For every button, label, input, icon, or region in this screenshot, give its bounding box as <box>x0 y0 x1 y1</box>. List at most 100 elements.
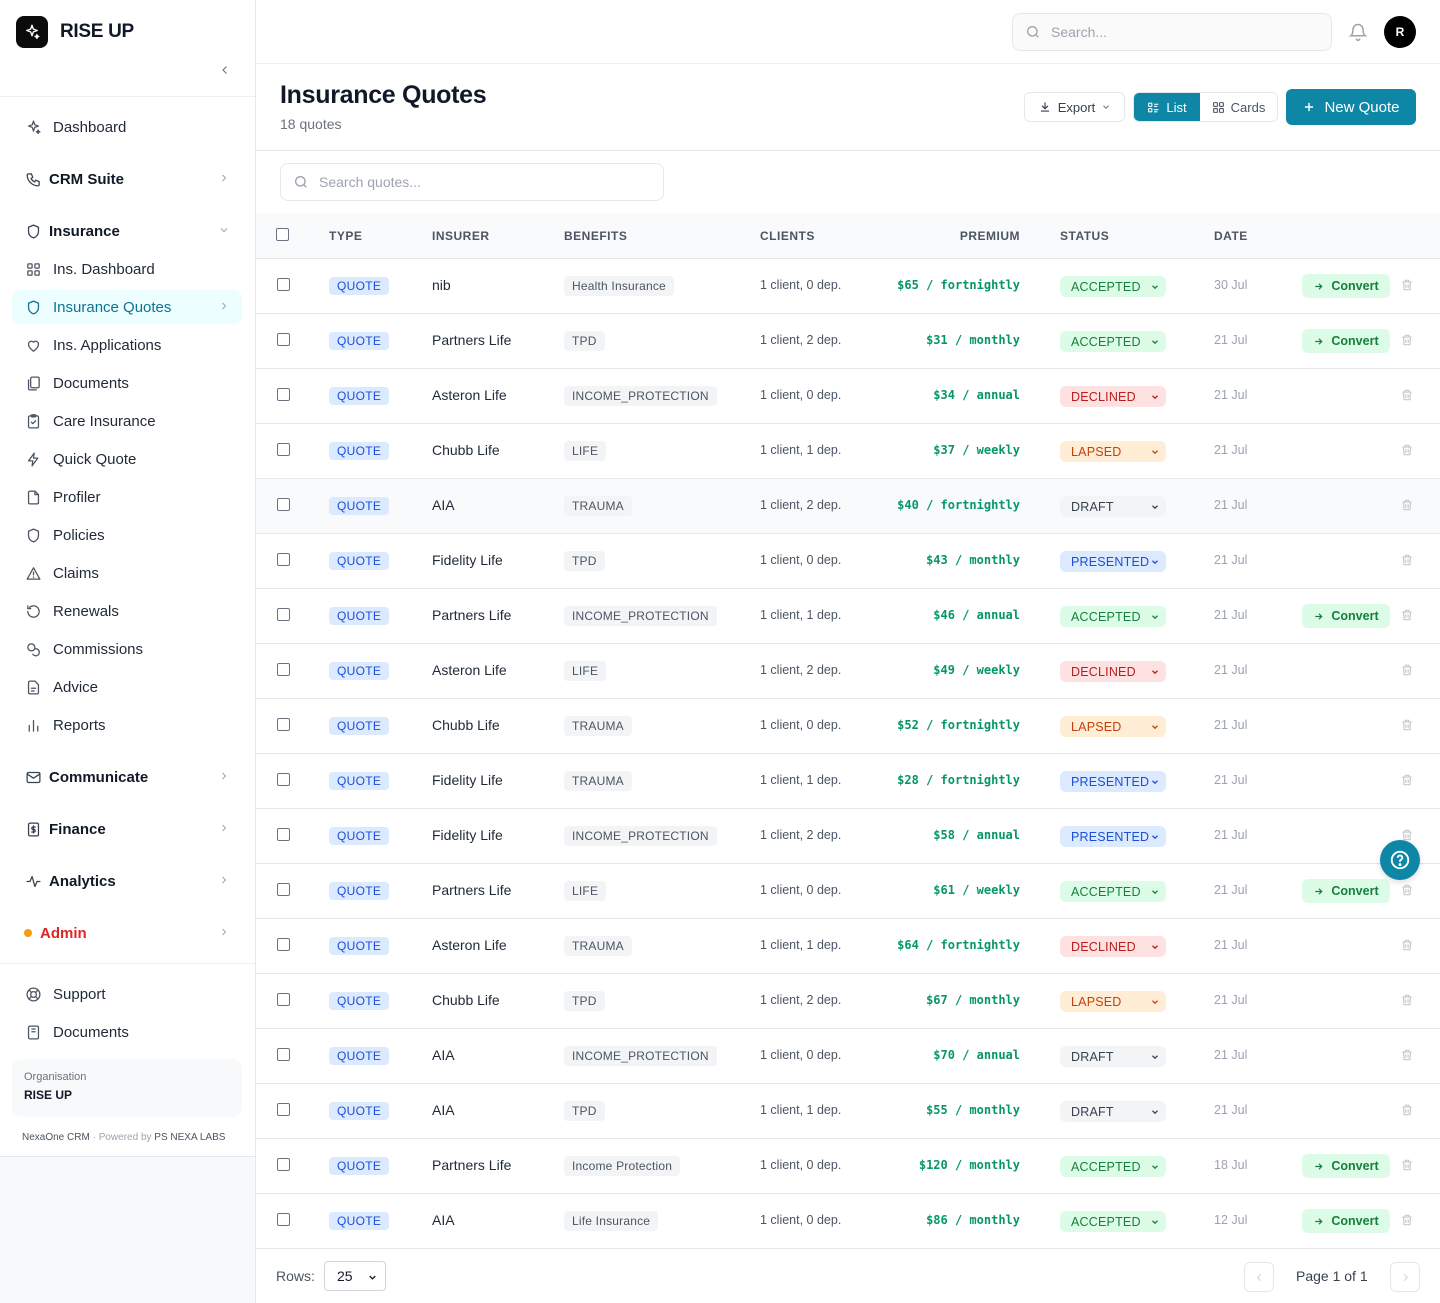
global-search-input[interactable] <box>1051 24 1311 40</box>
convert-button[interactable]: Convert <box>1302 1209 1390 1233</box>
table-row[interactable]: QUOTE AIA TPD 1 client, 1 dep. $55 / monthly… <box>256 1084 1440 1139</box>
sidebar-item-dashboard[interactable]: Dashboard <box>12 110 242 144</box>
trash-icon[interactable] <box>1400 333 1414 347</box>
trash-icon[interactable] <box>1400 1158 1414 1172</box>
column-header-status[interactable]: STATUS <box>1060 229 1110 243</box>
sidebar-item-policies[interactable]: Policies <box>12 518 242 552</box>
table-row[interactable]: QUOTE AIA Life Insurance 1 client, 0 dep. $8… <box>256 1194 1440 1249</box>
table-row[interactable]: QUOTE Partners Life INCOME_PROTECTION 1 cli… <box>256 589 1440 644</box>
sidebar-item-quick-quote[interactable]: Quick Quote <box>12 442 242 476</box>
row-checkbox[interactable] <box>277 1103 290 1116</box>
trash-icon[interactable] <box>1400 443 1414 457</box>
trash-icon[interactable] <box>1400 828 1414 842</box>
sidebar-item-documents[interactable]: Documents <box>12 366 242 400</box>
row-checkbox[interactable] <box>277 1158 290 1171</box>
trash-icon[interactable] <box>1400 1048 1414 1062</box>
sidebar-item-analytics[interactable]: Analytics <box>12 864 242 898</box>
status-select[interactable]: ACCEPTED <box>1060 276 1166 297</box>
row-checkbox[interactable] <box>277 333 290 346</box>
sidebar-item-profiler[interactable]: Profiler <box>12 480 242 514</box>
sidebar-item-ins-applications[interactable]: Ins. Applications <box>12 328 242 362</box>
status-select[interactable]: PRESENTED <box>1060 551 1166 572</box>
export-button[interactable]: Export <box>1024 92 1125 122</box>
sidebar-item-insurance-quotes[interactable]: Insurance Quotes <box>12 290 242 324</box>
status-select[interactable]: DECLINED <box>1060 936 1166 957</box>
table-row[interactable]: QUOTE Partners Life TPD 1 client, 2 dep. $31… <box>256 314 1440 369</box>
row-checkbox[interactable] <box>277 608 290 621</box>
status-select[interactable]: ACCEPTED <box>1060 1156 1166 1177</box>
global-search[interactable] <box>1012 13 1332 51</box>
next-page-button[interactable] <box>1390 1262 1420 1292</box>
row-checkbox[interactable] <box>277 938 290 951</box>
convert-button[interactable]: Convert <box>1302 879 1390 903</box>
trash-icon[interactable] <box>1400 1213 1414 1227</box>
trash-icon[interactable] <box>1400 938 1414 952</box>
avatar[interactable]: R <box>1384 16 1416 48</box>
trash-icon[interactable] <box>1400 718 1414 732</box>
select-all-checkbox[interactable] <box>276 228 289 241</box>
table-row[interactable]: QUOTE Chubb Life TRAUMA 1 client, 0 dep. $52… <box>256 699 1440 754</box>
quote-search-input[interactable] <box>319 174 639 190</box>
trash-icon[interactable] <box>1400 993 1414 1007</box>
status-select[interactable]: ACCEPTED <box>1060 606 1166 627</box>
trash-icon[interactable] <box>1400 388 1414 402</box>
table-row[interactable]: QUOTE Partners Life LIFE 1 client, 0 dep. $6… <box>256 864 1440 919</box>
sidebar-item-crm-suite[interactable]: CRM Suite <box>12 162 242 196</box>
row-checkbox[interactable] <box>277 388 290 401</box>
row-checkbox[interactable] <box>277 663 290 676</box>
row-checkbox[interactable] <box>277 993 290 1006</box>
sidebar-item-communicate[interactable]: Communicate <box>12 760 242 794</box>
status-select[interactable]: DECLINED <box>1060 386 1166 407</box>
status-select[interactable]: PRESENTED <box>1060 771 1166 792</box>
column-header-insurer[interactable]: INSURER <box>432 229 490 243</box>
sidebar-item-care-insurance[interactable]: Care Insurance <box>12 404 242 438</box>
trash-icon[interactable] <box>1400 883 1414 897</box>
status-select[interactable]: ACCEPTED <box>1060 331 1166 352</box>
table-row[interactable]: QUOTE Partners Life Income Protection 1 cli… <box>256 1139 1440 1194</box>
table-row[interactable]: QUOTE Chubb Life LIFE 1 client, 1 dep. $37 /… <box>256 424 1440 479</box>
status-select[interactable]: PRESENTED <box>1060 826 1166 847</box>
table-row[interactable]: QUOTE Asteron Life LIFE 1 client, 2 dep. $49… <box>256 644 1440 699</box>
sidebar-item-insurance[interactable]: Insurance <box>12 214 242 248</box>
sidebar-item-documents-bottom[interactable]: Documents <box>12 1015 242 1049</box>
row-checkbox[interactable] <box>277 718 290 731</box>
status-select[interactable]: DECLINED <box>1060 661 1166 682</box>
sidebar-item-ins-dashboard[interactable]: Ins. Dashboard <box>12 252 242 286</box>
row-checkbox[interactable] <box>277 1213 290 1226</box>
row-checkbox[interactable] <box>277 1048 290 1061</box>
status-select[interactable]: LAPSED <box>1060 716 1166 737</box>
sidebar-item-renewals[interactable]: Renewals <box>12 594 242 628</box>
table-row[interactable]: QUOTE Fidelity Life INCOME_PROTECTION 1 cli… <box>256 809 1440 864</box>
sidebar-item-claims[interactable]: Claims <box>12 556 242 590</box>
trash-icon[interactable] <box>1400 498 1414 512</box>
table-row[interactable]: QUOTE Chubb Life TPD 1 client, 2 dep. $67 / … <box>256 974 1440 1029</box>
column-header-clients[interactable]: CLIENTS <box>760 229 815 243</box>
new-quote-button[interactable]: New Quote <box>1286 89 1416 125</box>
convert-button[interactable]: Convert <box>1302 274 1390 298</box>
trash-icon[interactable] <box>1400 1103 1414 1117</box>
status-select[interactable]: DRAFT <box>1060 496 1166 517</box>
row-checkbox[interactable] <box>277 498 290 511</box>
convert-button[interactable]: Convert <box>1302 604 1390 628</box>
status-select[interactable]: LAPSED <box>1060 991 1166 1012</box>
trash-icon[interactable] <box>1400 278 1414 292</box>
cards-view-button[interactable]: Cards <box>1200 93 1277 121</box>
table-row[interactable]: QUOTE Asteron Life INCOME_PROTECTION 1 clie… <box>256 369 1440 424</box>
trash-icon[interactable] <box>1400 773 1414 787</box>
list-view-button[interactable]: List <box>1134 93 1200 121</box>
sidebar-item-advice[interactable]: Advice <box>12 670 242 704</box>
row-checkbox[interactable] <box>277 828 290 841</box>
status-select[interactable]: ACCEPTED <box>1060 881 1166 902</box>
sidebar-item-admin[interactable]: Admin <box>12 916 242 950</box>
sidebar-item-reports[interactable]: Reports <box>12 708 242 742</box>
sidebar-item-support[interactable]: Support <box>12 977 242 1011</box>
trash-icon[interactable] <box>1400 553 1414 567</box>
table-row[interactable]: QUOTE Asteron Life TRAUMA 1 client, 1 dep. $… <box>256 919 1440 974</box>
bell-icon[interactable] <box>1348 22 1368 42</box>
row-checkbox[interactable] <box>277 443 290 456</box>
table-row[interactable]: QUOTE AIA TRAUMA 1 client, 2 dep. $40 / fort… <box>256 479 1440 534</box>
row-checkbox[interactable] <box>277 773 290 786</box>
column-header-premium[interactable]: PREMIUM <box>959 229 1020 243</box>
quote-search[interactable] <box>280 163 664 201</box>
collapse-sidebar-button[interactable] <box>216 61 234 79</box>
